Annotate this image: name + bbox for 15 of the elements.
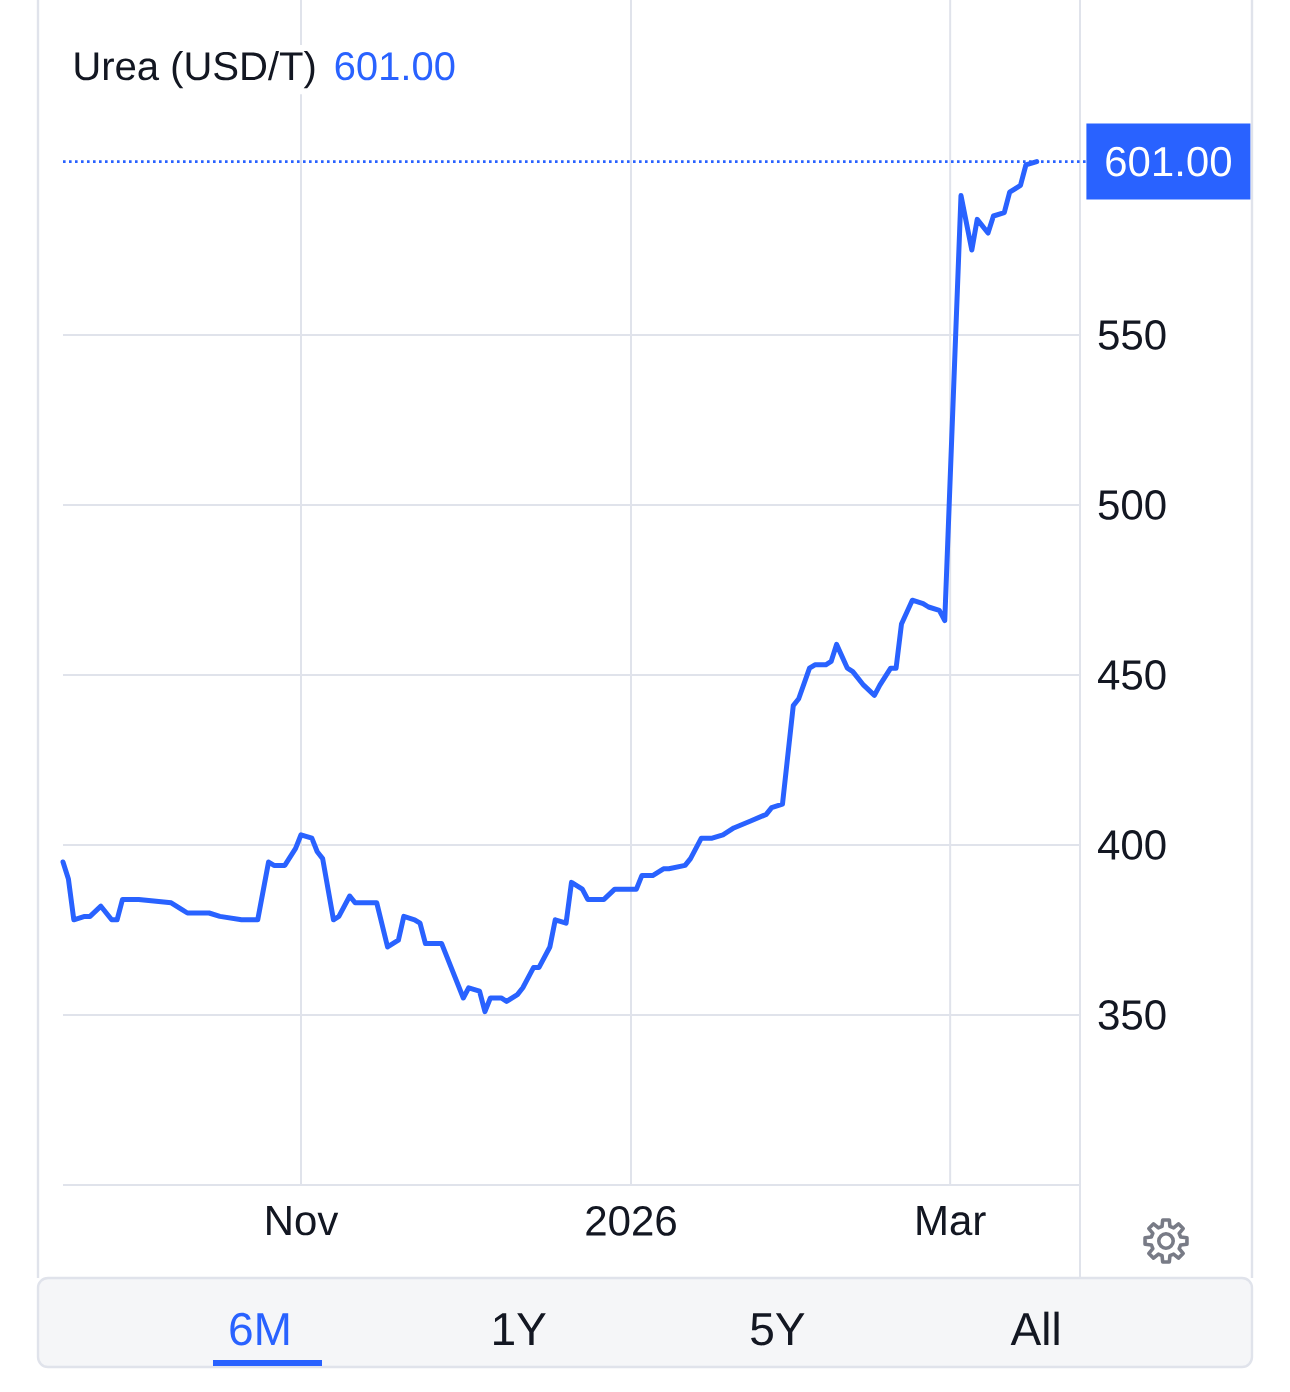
text: 5Y (751, 1313, 805, 1346)
y-tick-label: 350 (1098, 1000, 1166, 1030)
x-tick-label: Mar (917, 1206, 986, 1236)
y-tick-label: 450 (1098, 660, 1166, 690)
text: 6M (230, 1312, 289, 1346)
x-tick-label: 2026 (586, 1206, 676, 1236)
ref-line-label: 601.00 (1106, 146, 1231, 177)
text: Urea (USD/T) (75, 51, 315, 89)
y-tick-label: 400 (1098, 830, 1166, 860)
text: 601.00 (335, 52, 455, 81)
text: 1Y (494, 1313, 546, 1345)
y-tick-label: 550 (1098, 320, 1166, 350)
x-tick-label: Nov (267, 1206, 339, 1236)
text: All (1010, 1311, 1059, 1345)
y-tick-label: 500 (1098, 490, 1166, 520)
